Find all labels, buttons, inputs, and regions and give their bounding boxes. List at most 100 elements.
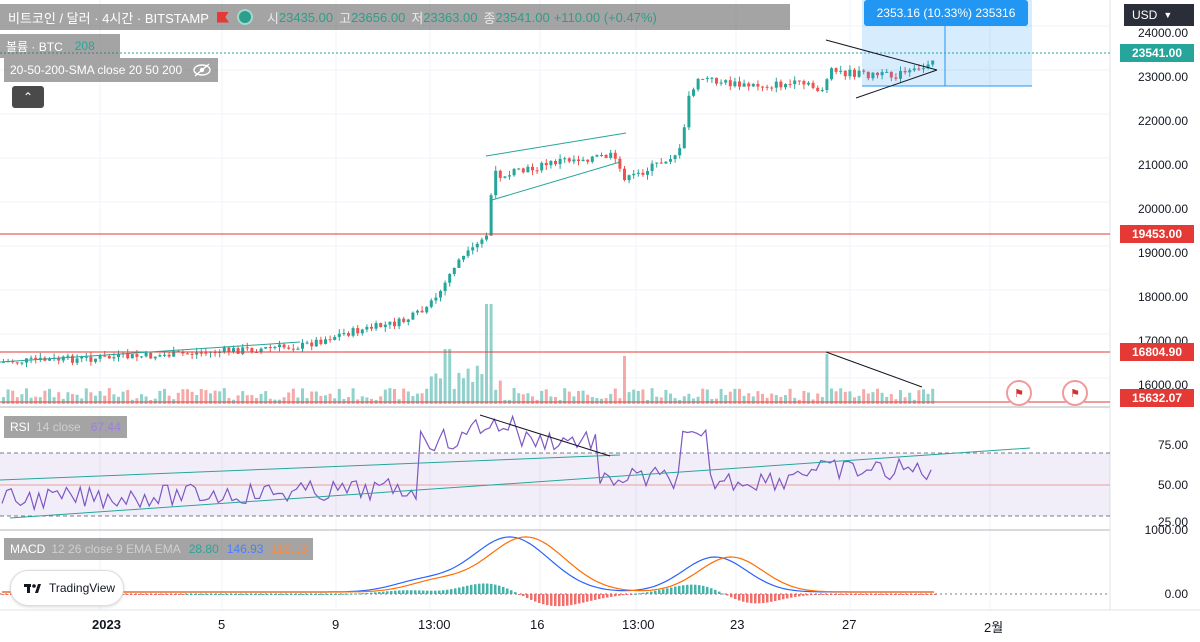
macd-hist-bar xyxy=(342,593,345,595)
symbol-legend[interactable]: 비트코인 / 달러 · 4시간 · BITSTAMP 시 23435.00 고 23… xyxy=(0,4,790,30)
macd-hist-bar xyxy=(454,588,457,594)
volume-bar xyxy=(494,389,498,404)
volume-bar xyxy=(604,398,608,404)
macd-hist-bar xyxy=(730,594,733,598)
macd-hist-bar xyxy=(274,594,277,595)
volume-bar xyxy=(457,372,461,404)
volume-bar xyxy=(531,396,534,404)
candle-body xyxy=(98,355,102,359)
volume-bar xyxy=(402,388,406,404)
candle-body xyxy=(351,328,355,336)
time-tick: 27 xyxy=(842,617,857,632)
macd-hist-bar xyxy=(702,585,705,594)
volume-bar xyxy=(365,397,369,404)
currency-selector[interactable]: USD ▼ xyxy=(1124,4,1194,26)
macd-hist-bar xyxy=(746,594,749,603)
volume-bar xyxy=(540,390,544,404)
candle-body xyxy=(264,347,268,349)
macd-hist-bar xyxy=(282,593,285,595)
price-tick: 16000.00 xyxy=(1137,378,1188,392)
volume-value: 208 xyxy=(74,39,95,53)
volume-bar xyxy=(485,304,488,404)
candle-body xyxy=(301,342,304,349)
volume-bar xyxy=(816,393,820,404)
macd-hist-bar xyxy=(434,590,437,594)
candle-body xyxy=(540,162,544,171)
us-flag-icon[interactable]: ⚑ xyxy=(1062,380,1088,406)
macd-hist-bar xyxy=(262,594,265,595)
collapse-legend-button[interactable]: ⌃ xyxy=(12,86,44,108)
candle-body xyxy=(830,68,833,80)
macd-hist-bar xyxy=(438,590,441,594)
volume-bar xyxy=(213,390,217,404)
macd-hist-bar xyxy=(290,593,293,595)
eye-off-icon[interactable] xyxy=(192,62,212,78)
macd-hist-bar xyxy=(634,593,637,595)
candle-body xyxy=(733,81,737,87)
macd-hist-bar xyxy=(886,594,889,595)
macd-hist-bar xyxy=(526,594,529,599)
macd-hist-bar xyxy=(710,588,713,594)
candle-body xyxy=(544,162,548,166)
volume-bar xyxy=(554,397,557,404)
volume-bar xyxy=(287,392,291,404)
macd-hist-bar xyxy=(610,594,613,597)
macd-hist-bar xyxy=(210,594,213,595)
candle-body xyxy=(80,356,84,359)
volume-bar xyxy=(227,397,231,404)
volume-bar xyxy=(682,396,686,404)
candle-body xyxy=(163,354,166,356)
rsi-legend[interactable]: RSI 14 close 67.44 xyxy=(4,416,127,438)
macd-hist-bar xyxy=(122,594,125,595)
candle-body xyxy=(797,80,801,82)
volume-bar xyxy=(471,381,475,404)
volume-bar xyxy=(586,394,590,404)
candle-body xyxy=(117,354,120,358)
volume-bar xyxy=(443,349,447,404)
candle-body xyxy=(15,362,19,364)
macd-hist-bar xyxy=(630,594,633,595)
macd-legend[interactable]: MACD 12 26 close 9 EMA EMA 28.80 146.93 … xyxy=(4,538,314,560)
candle-body xyxy=(843,70,847,77)
candle-body xyxy=(577,159,580,162)
volume-bar xyxy=(282,397,286,404)
macd-hist-bar xyxy=(266,594,269,595)
us-flag-icon[interactable]: ⚑ xyxy=(1006,380,1032,406)
macd-hist-bar xyxy=(658,590,661,594)
sma-label: 20-50-200-SMA close 20 50 200 xyxy=(10,63,183,77)
candle-body xyxy=(715,77,718,84)
macd-hist-bar xyxy=(426,590,429,594)
macd-hist-bar xyxy=(594,594,597,600)
macd-hist-bar xyxy=(486,583,489,594)
volume-bar xyxy=(600,398,603,404)
macd-hist-bar xyxy=(818,594,821,595)
candle-body xyxy=(84,356,88,358)
macd-hist-bar xyxy=(538,594,541,604)
macd-hist-bar xyxy=(330,593,333,595)
volume-bar xyxy=(199,389,203,404)
volume-bar xyxy=(549,396,553,404)
volume-bar xyxy=(314,391,318,404)
tradingview-logo[interactable]: TradingView xyxy=(10,570,124,606)
candle-body xyxy=(618,158,622,169)
triangle-pattern xyxy=(825,39,938,388)
candle-body xyxy=(448,274,452,283)
symbol-title[interactable]: 비트코인 / 달러 · 4시간 · BITSTAMP xyxy=(8,10,209,26)
candle-body xyxy=(682,127,686,149)
candle-body xyxy=(397,318,401,327)
macd-hist-bar xyxy=(842,594,845,595)
volume-bar xyxy=(291,388,295,404)
macd-hist-bar xyxy=(402,590,405,594)
candle-body xyxy=(912,68,916,71)
sma-legend[interactable]: 20-50-200-SMA close 20 50 200 xyxy=(4,58,219,82)
macd-hist-bar xyxy=(286,593,289,595)
rsi-line xyxy=(1,414,932,512)
volume-bar xyxy=(526,393,530,404)
macd-hist-bar xyxy=(494,584,497,594)
macd-hist-bar xyxy=(490,583,493,594)
macd-hist-bar xyxy=(866,594,869,595)
volume-legend[interactable]: 볼륨 · BTC 208 xyxy=(0,34,120,58)
candle-body xyxy=(646,171,649,175)
macd-hist-bar xyxy=(882,594,885,595)
